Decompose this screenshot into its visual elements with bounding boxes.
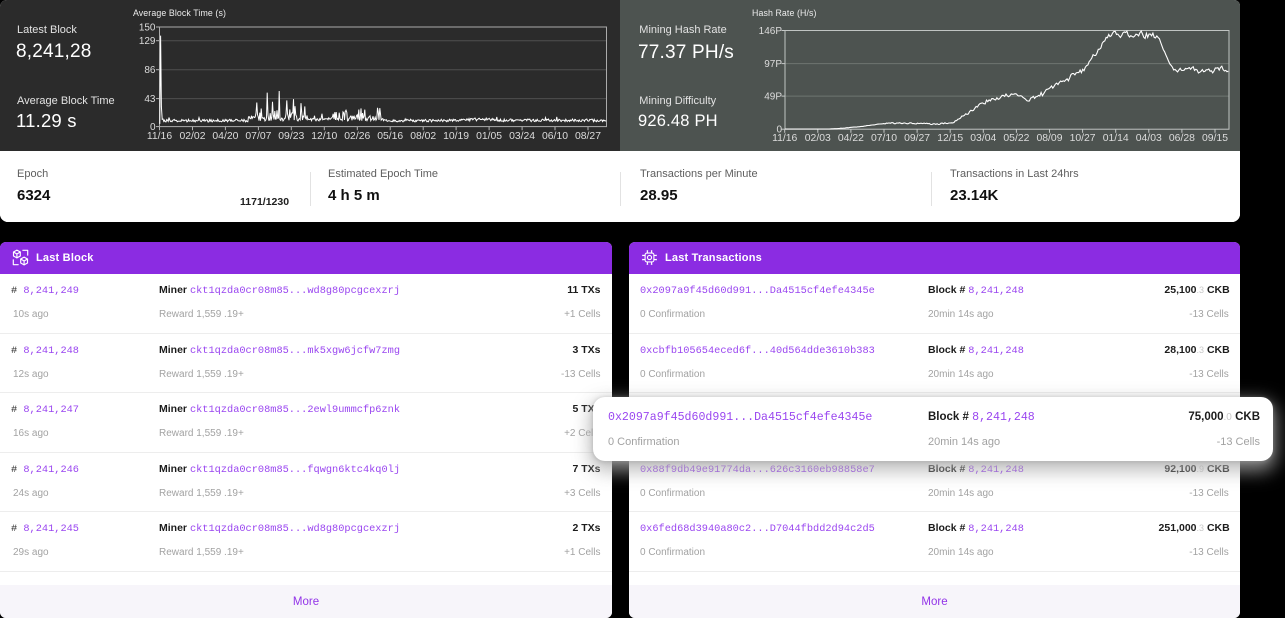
svg-text:07/07: 07/07 <box>245 131 271 142</box>
svg-text:49P: 49P <box>764 92 782 103</box>
svg-text:09/27: 09/27 <box>904 133 930 144</box>
svg-text:05/16: 05/16 <box>377 131 403 142</box>
svg-text:97P: 97P <box>764 59 782 70</box>
svg-text:43: 43 <box>144 94 156 105</box>
svg-text:04/22: 04/22 <box>838 133 864 144</box>
svg-text:08/27: 08/27 <box>575 131 601 142</box>
svg-text:05/22: 05/22 <box>1003 133 1029 144</box>
svg-text:86: 86 <box>144 65 156 76</box>
svg-text:0: 0 <box>776 125 782 136</box>
svg-text:08/02: 08/02 <box>410 131 436 142</box>
svg-text:02/26: 02/26 <box>344 131 370 142</box>
svg-text:146P: 146P <box>759 26 783 37</box>
svg-text:10/27: 10/27 <box>1070 133 1096 144</box>
svg-text:09/23: 09/23 <box>278 131 304 142</box>
svg-text:12/10: 12/10 <box>311 131 337 142</box>
svg-text:03/04: 03/04 <box>970 133 996 144</box>
svg-text:02/02: 02/02 <box>179 131 205 142</box>
svg-text:04/20: 04/20 <box>212 131 238 142</box>
svg-text:08/09: 08/09 <box>1036 133 1062 144</box>
svg-text:02/03: 02/03 <box>805 133 831 144</box>
svg-text:11/16: 11/16 <box>147 131 172 142</box>
svg-text:06/10: 06/10 <box>542 131 568 142</box>
svg-text:0: 0 <box>150 122 156 133</box>
svg-text:06/28: 06/28 <box>1169 133 1195 144</box>
svg-text:Average Block Time (s): Average Block Time (s) <box>133 8 226 18</box>
svg-text:11/16: 11/16 <box>772 133 797 144</box>
svg-text:09/15: 09/15 <box>1202 133 1228 144</box>
svg-text:04/03: 04/03 <box>1136 133 1162 144</box>
svg-text:01/05: 01/05 <box>476 131 502 142</box>
svg-text:12/15: 12/15 <box>937 133 963 144</box>
svg-text:129: 129 <box>139 36 156 47</box>
svg-text:07/10: 07/10 <box>871 133 897 144</box>
svg-text:150: 150 <box>139 22 156 33</box>
svg-text:Hash Rate (H/s): Hash Rate (H/s) <box>752 8 817 18</box>
svg-text:10/19: 10/19 <box>443 131 469 142</box>
svg-text:03/24: 03/24 <box>509 131 535 142</box>
svg-text:01/14: 01/14 <box>1103 133 1129 144</box>
